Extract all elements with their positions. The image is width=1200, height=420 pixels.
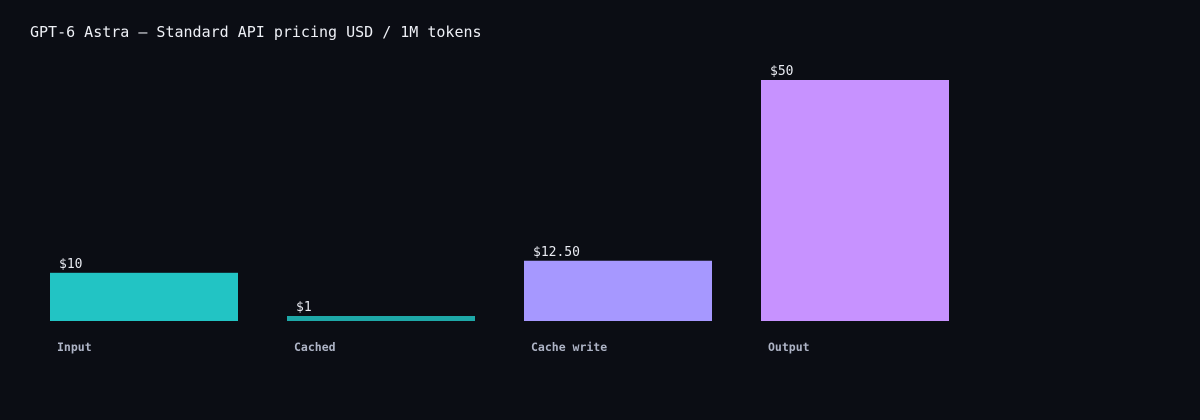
chart-title: GPT-6 Astra — Standard API pricing USD /…: [30, 23, 482, 41]
value-label: $50: [770, 64, 793, 79]
category-label: Cache write: [531, 340, 607, 354]
bars-group: $10 Input $1 Cached $12.50 Cache write $50 Outp…: [50, 64, 949, 354]
bar-input: [50, 272, 238, 321]
category-label: Output: [768, 340, 810, 354]
category-label: Input: [57, 340, 92, 354]
category-label: Cached: [294, 340, 336, 354]
bar-output: [761, 80, 949, 321]
value-label: $12.50: [533, 245, 580, 260]
value-label: $1: [296, 300, 312, 315]
bar-cached: [287, 316, 475, 321]
value-label: $10: [59, 257, 82, 272]
bar-cache-write: [524, 260, 712, 321]
